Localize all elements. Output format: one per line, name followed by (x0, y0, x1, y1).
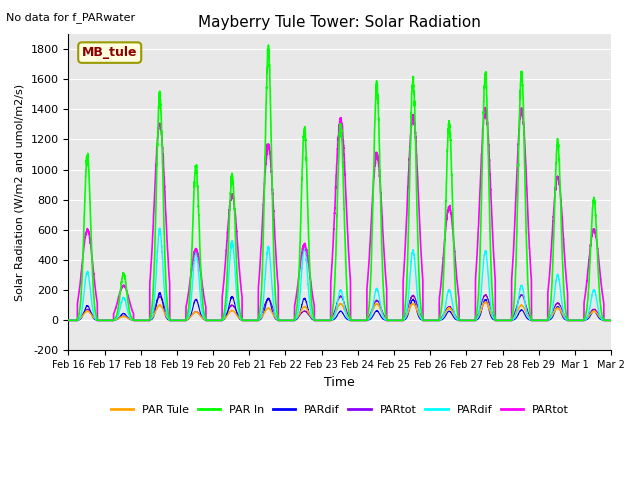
Title: Mayberry Tule Tower: Solar Radiation: Mayberry Tule Tower: Solar Radiation (198, 15, 481, 30)
Y-axis label: Solar Radiation (W/m2 and umol/m2/s): Solar Radiation (W/m2 and umol/m2/s) (15, 84, 25, 301)
Legend: PAR Tule, PAR In, PARdif, PARtot, PARdif, PARtot: PAR Tule, PAR In, PARdif, PARtot, PARdif… (106, 400, 573, 419)
X-axis label: Time: Time (324, 376, 355, 389)
Text: No data for f_PARwater: No data for f_PARwater (6, 12, 136, 23)
Text: MB_tule: MB_tule (82, 46, 138, 59)
